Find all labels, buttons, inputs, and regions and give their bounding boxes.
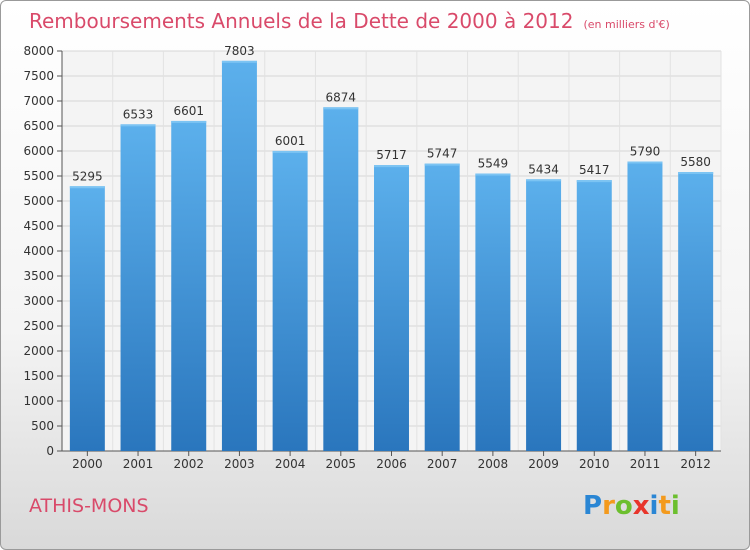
bar-value-label: 6001 (275, 134, 306, 148)
bar-value-label: 5580 (680, 155, 711, 169)
bar-value-label: 5790 (630, 145, 661, 159)
bar-top-highlight (171, 120, 207, 123)
y-tick-label: 3000 (23, 294, 54, 308)
bar-value-label: 5549 (478, 157, 509, 171)
logo-letter: i (649, 491, 659, 521)
y-tick-label: 1000 (23, 394, 54, 408)
bar-value-label: 5434 (528, 162, 559, 176)
y-tick-labels: 0 500 1000 1500 2000 2500 3000 3500 4000 4500 5000… (23, 44, 54, 458)
bar (120, 124, 156, 451)
bar-top-highlight (678, 172, 714, 174)
y-tick-label: 4000 (23, 244, 54, 258)
bar-value-label: 6533 (123, 107, 154, 121)
x-tick-label: 2003 (224, 457, 255, 471)
bar-top-highlight (221, 60, 257, 63)
bar-top-highlight (374, 165, 409, 168)
y-tick-label: 5500 (23, 169, 54, 183)
bar-value-label: 5295 (72, 169, 103, 183)
bar (576, 180, 612, 451)
chart-subtitle: (en milliers d'€) (583, 18, 670, 31)
bar-top-highlight (272, 150, 308, 153)
bar-top-highlight (69, 186, 105, 189)
logo-letter: P (583, 491, 603, 521)
y-tick-label: 5000 (23, 194, 54, 208)
bar-top-highlight (120, 124, 156, 127)
bar-top-highlight (576, 180, 612, 183)
bar (374, 165, 409, 451)
bar-top-highlight (526, 179, 562, 182)
x-tick-label: 2005 (326, 457, 357, 471)
y-tick-label: 8000 (23, 44, 54, 58)
bar (272, 150, 308, 451)
bar-value-label: 6874 (326, 90, 357, 104)
y-tick-label: 1500 (23, 369, 54, 383)
x-tick-label: 2000 (72, 457, 103, 471)
y-tick-label: 2000 (23, 344, 54, 358)
chart-title: Remboursements Annuels de la Dette de 20… (29, 9, 670, 33)
bar (221, 60, 257, 451)
y-tick-label: 7500 (23, 69, 54, 83)
x-tick-label: 2009 (528, 457, 559, 471)
bar (678, 172, 714, 451)
data-labels: 5295 6533 6601 7803 6001 6874 5717 5747 5549 5434… (72, 44, 711, 183)
logo-letter: i (670, 491, 680, 521)
logo-letter: o (614, 491, 633, 521)
x-tick-label: 2001 (123, 457, 154, 471)
logo-letter: r (602, 491, 615, 521)
y-tick-label: 6000 (23, 144, 54, 158)
x-tick-label: 2004 (275, 457, 306, 471)
bar-value-label: 5417 (579, 163, 610, 177)
logo-letter: x (632, 491, 650, 521)
proxiti-logo: Proxiti (583, 491, 680, 521)
bar-top-highlight (323, 107, 359, 110)
bar-value-label: 5717 (376, 148, 407, 162)
y-tick-label: 500 (31, 419, 54, 433)
x-tick-label: 2008 (478, 457, 509, 471)
x-tick-label: 2007 (427, 457, 458, 471)
bar (171, 120, 207, 451)
y-tick-label: 7000 (23, 94, 54, 108)
x-tick-label: 2006 (376, 457, 407, 471)
bar-top-highlight (475, 173, 511, 176)
logo-letter: t (658, 491, 671, 521)
y-tick-label: 3500 (23, 269, 54, 283)
bar (323, 107, 359, 452)
bar (424, 163, 460, 451)
x-tick-label: 2002 (173, 457, 204, 471)
y-tick-label: 4500 (23, 219, 54, 233)
bar (475, 173, 511, 452)
y-tick-label: 0 (46, 444, 54, 458)
bar-value-label: 5747 (427, 147, 458, 161)
x-tick-label: 2012 (680, 457, 711, 471)
bars (69, 60, 714, 452)
chart-title-text: Remboursements Annuels de la Dette de 20… (29, 9, 574, 33)
bar (69, 186, 105, 451)
bar-top-highlight (424, 163, 460, 166)
y-tick-label: 2500 (23, 319, 54, 333)
bar-value-label: 6601 (173, 104, 204, 118)
bar-value-label: 7803 (224, 44, 255, 58)
bar (627, 161, 663, 451)
bar-top-highlight (627, 161, 663, 164)
x-tick-label: 2011 (630, 457, 661, 471)
x-tick-labels: 2000 2001 2002 2003 2004 2005 2006 2007 2008 2009… (72, 457, 711, 471)
bar (526, 179, 562, 452)
x-tick-label: 2010 (579, 457, 610, 471)
y-tick-label: 6500 (23, 119, 54, 133)
city-name: ATHIS-MONS (29, 495, 149, 517)
